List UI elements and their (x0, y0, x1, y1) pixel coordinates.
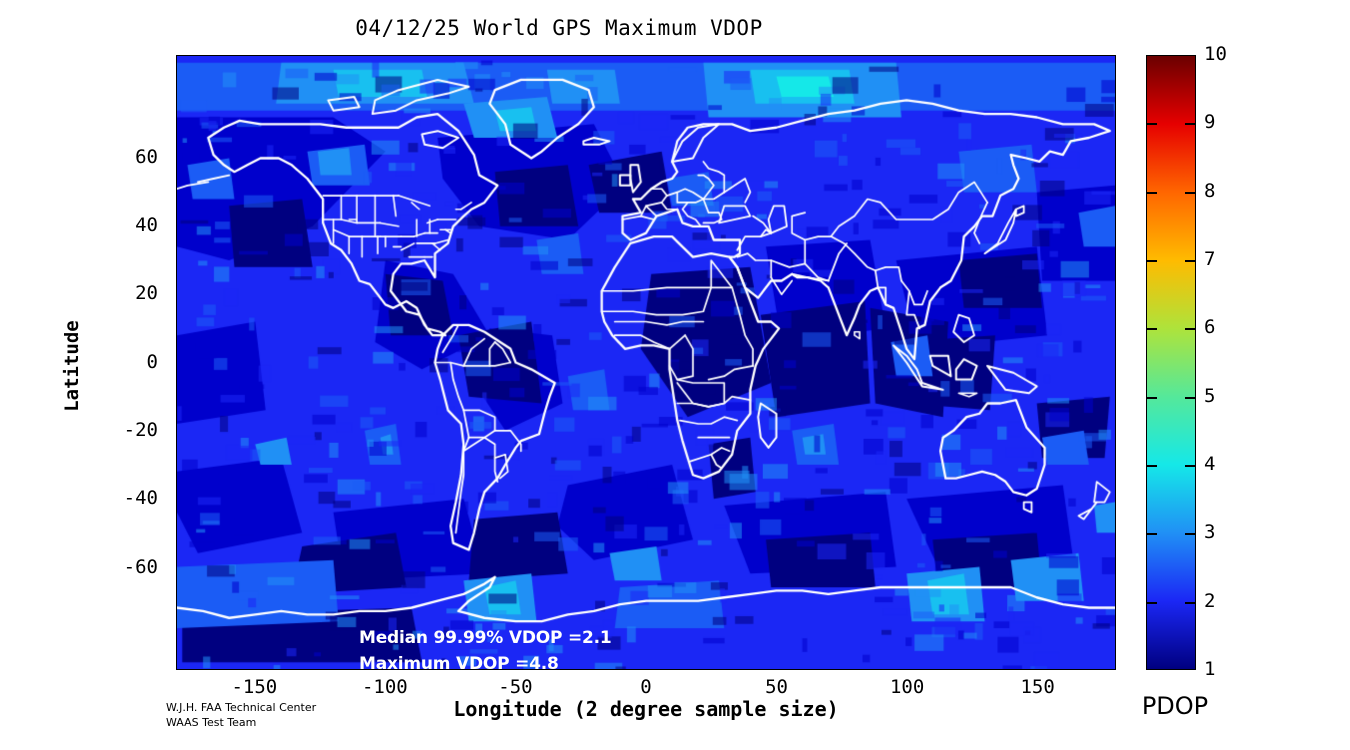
colorbar-tick-mark-7 (1147, 260, 1157, 262)
credit-line-1: W.J.H. FAA Technical Center (166, 701, 317, 714)
colorbar-label-8: 8 (1204, 179, 1216, 202)
credit-line-2: WAAS Test Team (166, 716, 257, 729)
x-tick--50: -50 (498, 676, 533, 698)
colorbar-label-3: 3 (1204, 521, 1216, 544)
colorbar-label-1: 1 (1204, 658, 1216, 680)
world-map-plot[interactable]: Median 99.99% VDOP =2.1 Maximum VDOP =4.… (176, 55, 1116, 670)
colorbar-tick-mark-4 (1147, 465, 1157, 467)
colorbar-tick-mark-2 (1185, 601, 1195, 604)
colorbar-tick-mark-5 (1185, 396, 1195, 399)
colorbar-tick-mark-3 (1147, 533, 1157, 536)
y-tick-0: 0 (146, 350, 158, 373)
y-tick-40: 40 (135, 213, 158, 236)
colorbar-label-5: 5 (1204, 384, 1216, 407)
y-tick--20: -20 (123, 418, 158, 441)
colorbar-label-9: 9 (1204, 111, 1216, 134)
x-tick-100: 100 (889, 676, 925, 698)
colorbar-tick-mark-4 (1185, 465, 1195, 467)
colorbar-label-10: 10 (1204, 43, 1227, 65)
vdop-contour-canvas (177, 56, 1115, 669)
colorbar-tick-mark-9 (1185, 123, 1195, 126)
y-tick-60: 60 (135, 145, 158, 168)
colorbar-label-2: 2 (1204, 589, 1216, 612)
colorbar-label-4: 4 (1204, 453, 1216, 475)
x-tick--100: -100 (361, 676, 408, 698)
y-tick--60: -60 (123, 555, 158, 578)
footer-credit: W.J.H. FAA Technical Center WAAS Test Te… (166, 700, 316, 730)
colorbar-tick-mark-3 (1185, 533, 1195, 536)
colorbar-title: PDOP (1141, 692, 1209, 720)
y-axis-label: Latitude (61, 320, 83, 412)
colorbar-tick-mark-7 (1185, 260, 1195, 262)
annotation-maximum: Maximum VDOP =4.8 (359, 654, 559, 670)
page-title: 04/12/25 World GPS Maximum VDOP (355, 16, 763, 40)
x-tick-150: 150 (1020, 676, 1055, 698)
colorbar-tick-mark-6 (1147, 328, 1157, 331)
y-tick--40: -40 (123, 487, 158, 510)
colorbar-tick-mark-8 (1147, 191, 1157, 194)
colorbar-tick-mark-5 (1147, 396, 1157, 399)
y-tick-20: 20 (135, 282, 158, 305)
x-tick-50: 50 (765, 676, 788, 698)
annotation-median: Median 99.99% VDOP =2.1 (359, 628, 612, 648)
x-tick-0: 0 (640, 676, 652, 698)
colorbar-label-7: 7 (1204, 248, 1216, 270)
colorbar-gradient (1147, 56, 1195, 669)
x-tick--150: -150 (231, 676, 278, 698)
colorbar-tick-mark-2 (1147, 601, 1157, 604)
colorbar-tick-mark-8 (1185, 191, 1195, 194)
colorbar-tick-mark-9 (1147, 123, 1157, 126)
colorbar-label-6: 6 (1204, 316, 1216, 339)
colorbar-tick-mark-6 (1185, 328, 1195, 331)
x-axis-label: Longitude (2 degree sample size) (453, 697, 839, 721)
colorbar[interactable] (1146, 55, 1196, 670)
